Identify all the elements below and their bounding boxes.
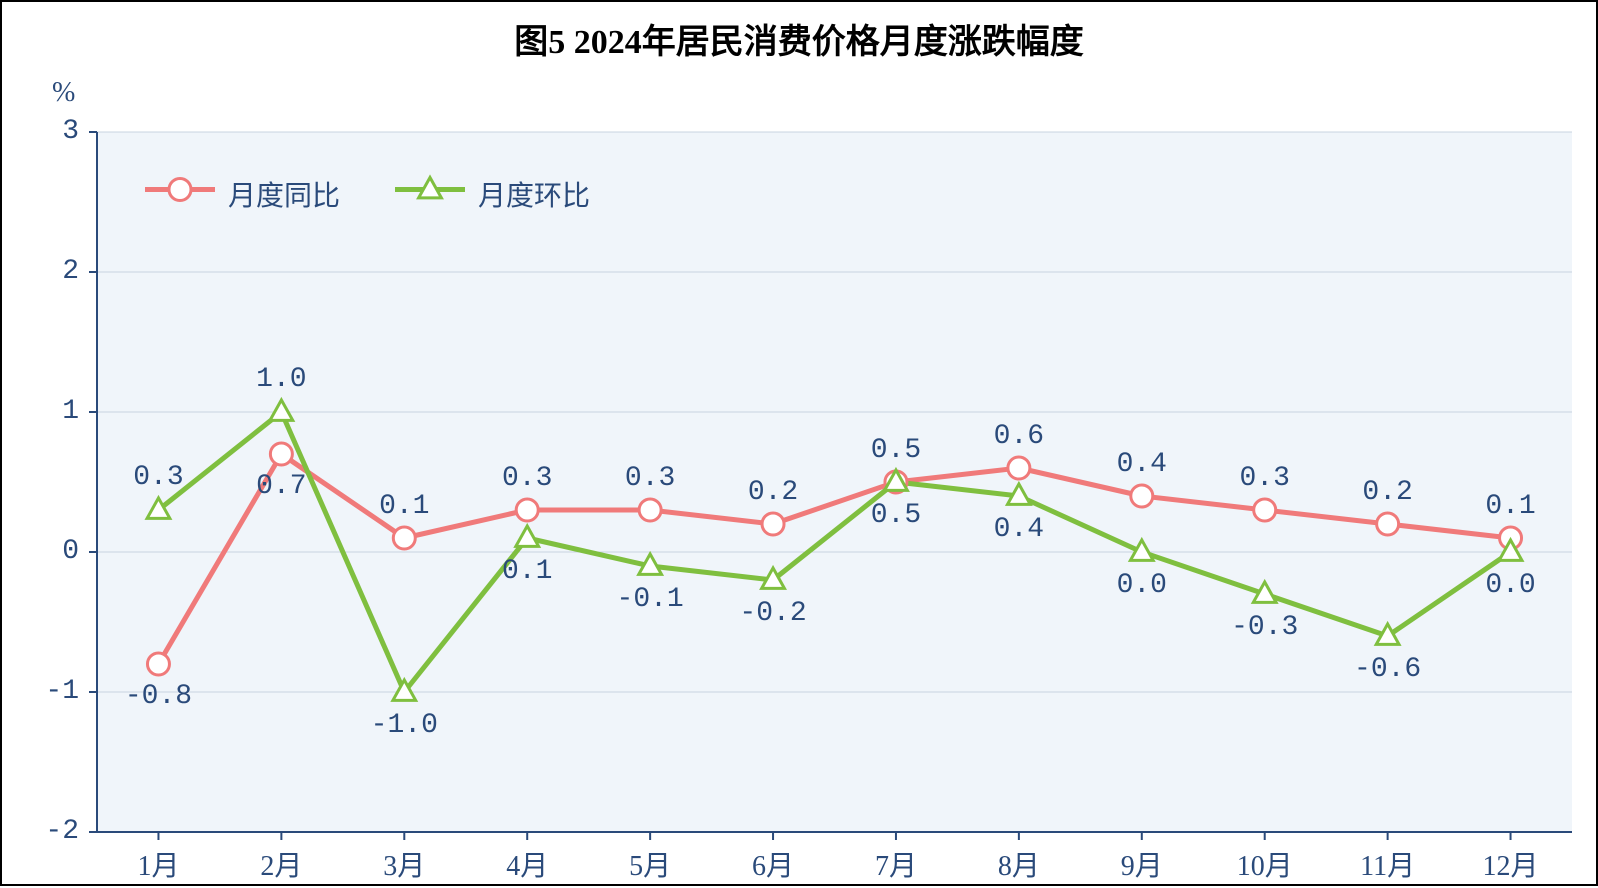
data-label: 0.3 [502,463,552,494]
data-label: 1.0 [256,364,306,395]
data-label: 0.1 [502,556,552,587]
data-label: 0.3 [1239,463,1289,494]
data-label: 0.4 [1117,449,1167,480]
y-tick-label: 2 [62,256,79,287]
data-label: 0.3 [625,463,675,494]
data-label: 0.2 [1362,477,1412,508]
data-label: 0.0 [1485,570,1535,601]
x-tick-label: 10月 [1237,844,1293,884]
data-label: -0.8 [125,681,192,712]
y-tick-label: -2 [45,816,79,847]
chart-container: 图5 2024年居民消费价格月度涨跌幅度 % -2-101231月2月3月4月5… [0,0,1598,886]
legend-label: 月度同比 [228,174,340,214]
data-label: 0.2 [748,477,798,508]
data-label: 0.7 [256,471,306,502]
x-tick-label: 6月 [752,844,794,884]
x-tick-label: 9月 [1121,844,1163,884]
chart-svg [2,2,1598,888]
data-label: 0.5 [871,500,921,531]
y-tick-label: 0 [62,536,79,567]
data-label: -0.1 [617,584,684,615]
data-label: 0.0 [1117,570,1167,601]
y-tick-label: 1 [62,396,79,427]
data-label: -1.0 [371,710,438,741]
x-tick-label: 7月 [875,844,917,884]
data-label: 0.5 [871,435,921,466]
data-label: 0.1 [1485,491,1535,522]
data-label: 0.1 [379,491,429,522]
x-tick-label: 8月 [998,844,1040,884]
data-label: 0.6 [994,421,1044,452]
x-tick-label: 11月 [1360,844,1415,884]
data-label: -0.2 [739,598,806,629]
x-tick-label: 12月 [1483,844,1539,884]
data-label: -0.6 [1354,654,1421,685]
y-tick-label: -1 [45,676,79,707]
data-label: -0.3 [1231,612,1298,643]
data-label: 0.3 [133,462,183,493]
x-tick-label: 2月 [260,844,302,884]
x-tick-label: 4月 [506,844,548,884]
y-tick-label: 3 [62,116,79,147]
data-label: 0.4 [994,514,1044,545]
x-tick-label: 3月 [383,844,425,884]
x-tick-label: 1月 [137,844,179,884]
x-tick-label: 5月 [629,844,671,884]
legend-label: 月度环比 [478,174,590,214]
